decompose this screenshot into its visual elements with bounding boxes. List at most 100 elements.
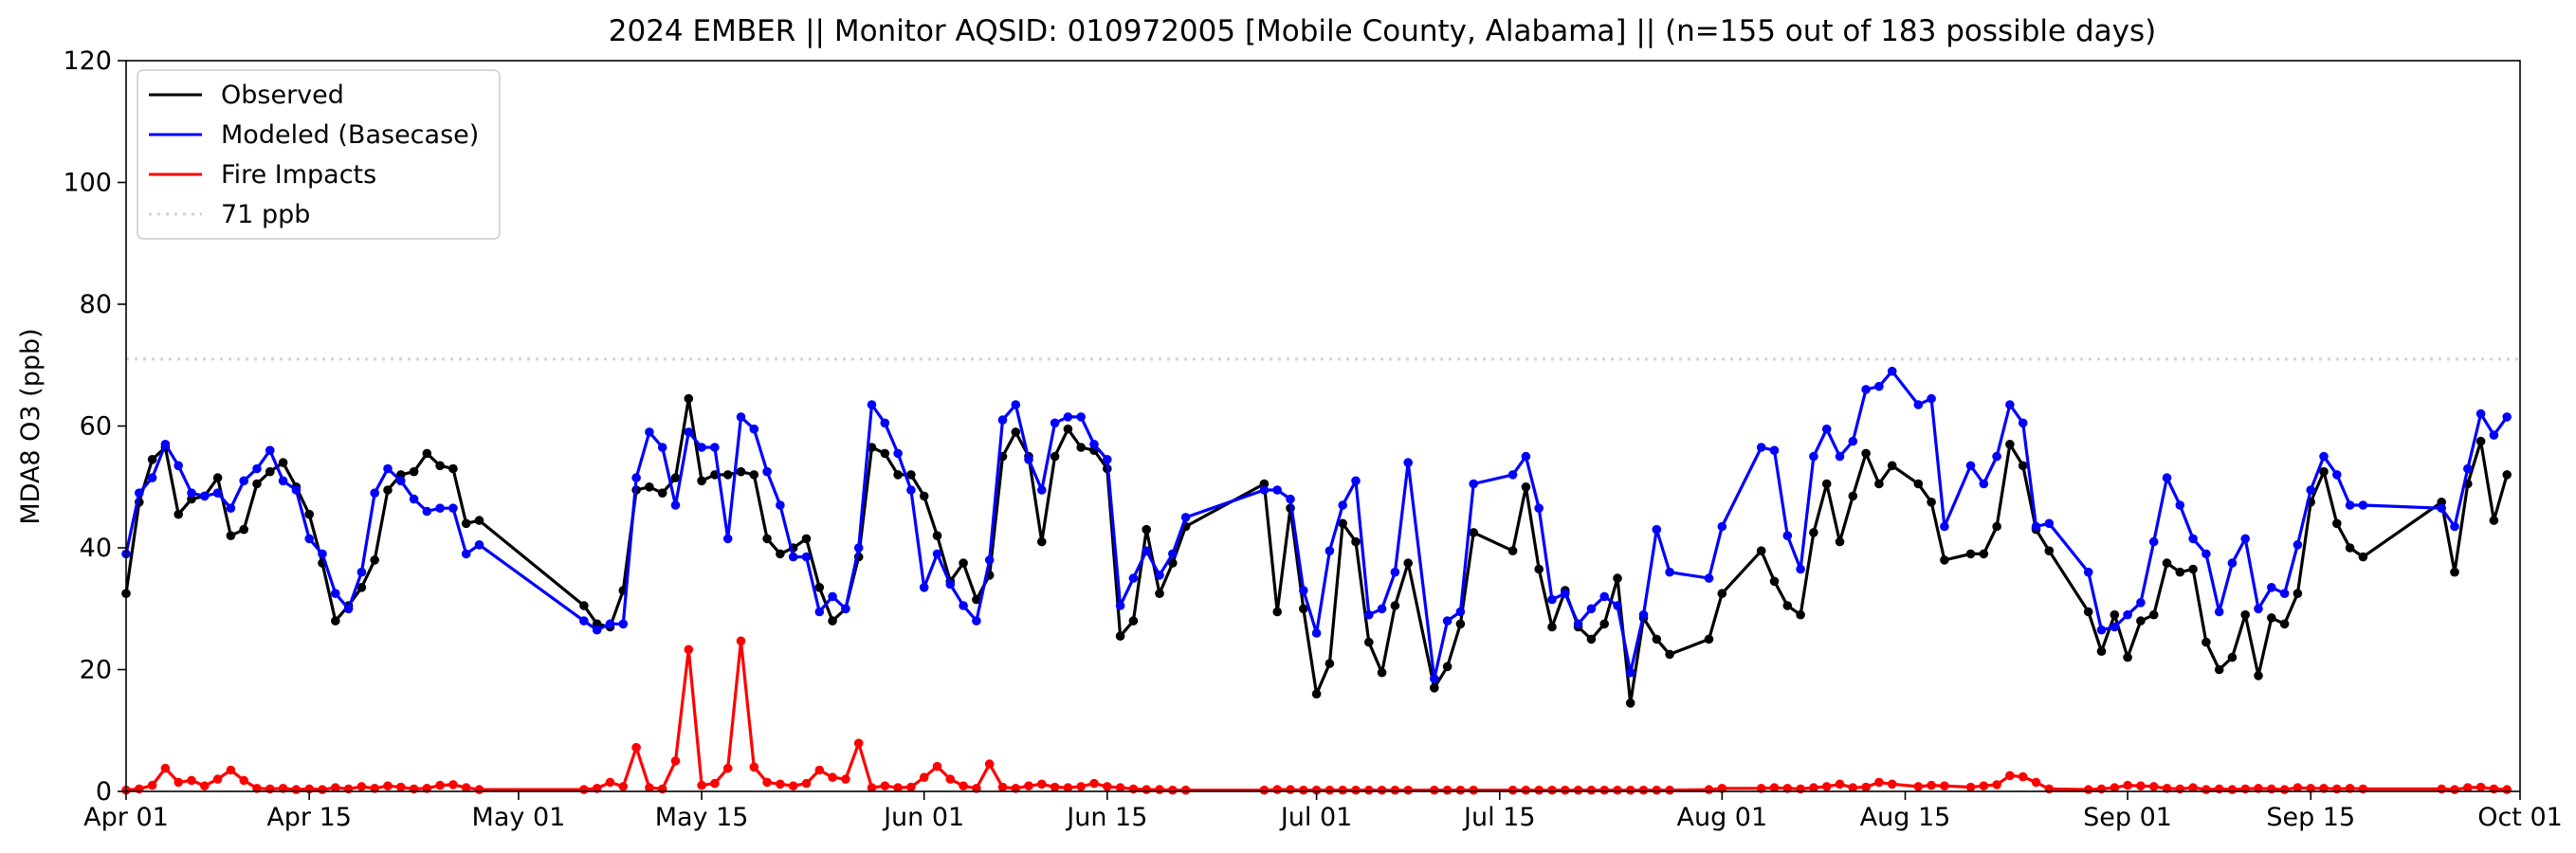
data-point-0-126 [2044, 546, 2055, 555]
data-point-0-145 [2319, 466, 2329, 477]
data-point-0-78 [1299, 604, 1308, 614]
data-point-2-65 [1063, 783, 1073, 792]
legend-label-modeled: Modeled (Basecase) [221, 120, 479, 150]
data-point-2-68 [1103, 782, 1112, 791]
data-point-0-46 [814, 583, 825, 592]
data-point-0-97 [1586, 634, 1597, 644]
data-point-0-70 [1128, 616, 1139, 626]
data-point-0-90 [1469, 528, 1478, 537]
data-point-0-94 [1547, 622, 1557, 632]
data-point-0-85 [1390, 601, 1400, 610]
data-point-1-100 [1625, 667, 1635, 678]
data-point-1-57 [959, 601, 968, 610]
data-point-1-152 [2476, 408, 2486, 419]
data-point-0-80 [1325, 659, 1335, 668]
data-point-0-112 [1835, 536, 1845, 547]
data-point-2-130 [2123, 780, 2132, 790]
data-point-1-34 [657, 443, 667, 452]
data-point-1-28 [579, 616, 589, 626]
data-point-1-79 [1311, 628, 1322, 638]
legend-label-threshold: 71 ppb [221, 200, 310, 229]
data-point-1-5 [187, 488, 196, 498]
data-point-1-59 [984, 555, 995, 565]
data-point-0-121 [1979, 549, 1989, 559]
data-point-2-16 [331, 783, 340, 792]
data-point-2-92 [1521, 785, 1531, 795]
data-point-1-83 [1364, 609, 1374, 620]
data-point-1-131 [2136, 598, 2146, 608]
legend: Observed Modeled (Basecase) Fire Impacts… [137, 69, 501, 240]
data-point-1-11 [265, 445, 275, 456]
data-point-1-146 [2332, 470, 2342, 480]
x-tick-label-12: Oct 01 [2477, 803, 2563, 832]
data-point-1-21 [396, 476, 406, 486]
data-point-2-30 [605, 777, 615, 788]
data-point-1-143 [2293, 540, 2303, 550]
data-point-1-30 [605, 619, 615, 629]
data-point-2-150 [2450, 785, 2459, 794]
data-point-2-79 [1311, 785, 1322, 795]
data-point-2-18 [356, 782, 367, 791]
data-point-2-33 [645, 783, 654, 792]
data-point-0-99 [1613, 573, 1622, 583]
data-point-2-90 [1469, 785, 1478, 795]
data-point-1-91 [1507, 470, 1518, 480]
data-point-2-25 [448, 780, 458, 789]
data-point-2-119 [1940, 781, 1949, 790]
data-point-0-116 [1887, 461, 1897, 471]
data-point-2-23 [422, 784, 432, 793]
data-point-0-2 [147, 455, 157, 464]
data-point-0-72 [1155, 589, 1164, 598]
x-tick-label-4: Jun 01 [882, 803, 964, 832]
data-point-1-95 [1561, 589, 1570, 598]
data-point-1-19 [370, 488, 380, 498]
data-point-1-50 [867, 400, 877, 409]
data-point-2-78 [1299, 785, 1308, 795]
data-point-1-24 [435, 503, 445, 513]
data-point-1-114 [1861, 385, 1871, 394]
data-point-2-101 [1638, 785, 1649, 795]
data-point-1-20 [383, 463, 393, 474]
data-point-0-120 [1965, 549, 1976, 559]
data-point-1-54 [919, 583, 929, 592]
data-point-2-44 [788, 781, 798, 790]
data-point-2-118 [1927, 780, 1936, 790]
data-point-1-133 [2162, 473, 2172, 482]
data-point-2-102 [1652, 785, 1662, 795]
data-point-2-116 [1887, 779, 1897, 789]
data-point-2-39 [722, 763, 733, 773]
data-point-0-81 [1338, 518, 1347, 529]
data-point-1-149 [2437, 503, 2446, 513]
data-point-2-95 [1561, 785, 1570, 795]
data-point-1-52 [893, 448, 903, 459]
data-point-2-138 [2227, 785, 2238, 794]
data-point-1-138 [2227, 558, 2238, 568]
data-point-2-49 [853, 738, 864, 748]
data-point-0-58 [972, 594, 981, 605]
data-point-1-65 [1063, 412, 1073, 422]
data-point-1-82 [1351, 476, 1361, 486]
data-point-1-106 [1756, 443, 1766, 452]
data-point-2-123 [2005, 771, 2015, 781]
data-point-0-141 [2267, 613, 2276, 623]
data-point-2-13 [291, 785, 301, 794]
data-point-0-52 [893, 470, 903, 480]
data-point-1-112 [1835, 451, 1845, 462]
data-point-0-53 [906, 470, 916, 480]
data-point-1-46 [814, 607, 825, 617]
data-point-2-26 [461, 783, 471, 792]
data-point-0-107 [1769, 576, 1780, 587]
data-point-0-122 [1992, 521, 2001, 532]
data-point-0-34 [657, 488, 667, 498]
data-point-2-147 [2345, 784, 2355, 793]
x-tick-label-1: Apr 15 [266, 803, 352, 832]
data-point-2-122 [1992, 780, 2001, 789]
data-point-2-46 [814, 765, 825, 775]
data-point-1-69 [1115, 601, 1125, 610]
data-point-2-32 [631, 742, 641, 753]
data-point-1-137 [2214, 607, 2224, 617]
data-point-1-80 [1325, 546, 1335, 555]
data-point-2-94 [1547, 785, 1557, 795]
data-point-2-83 [1364, 785, 1374, 795]
data-point-1-56 [945, 579, 956, 590]
